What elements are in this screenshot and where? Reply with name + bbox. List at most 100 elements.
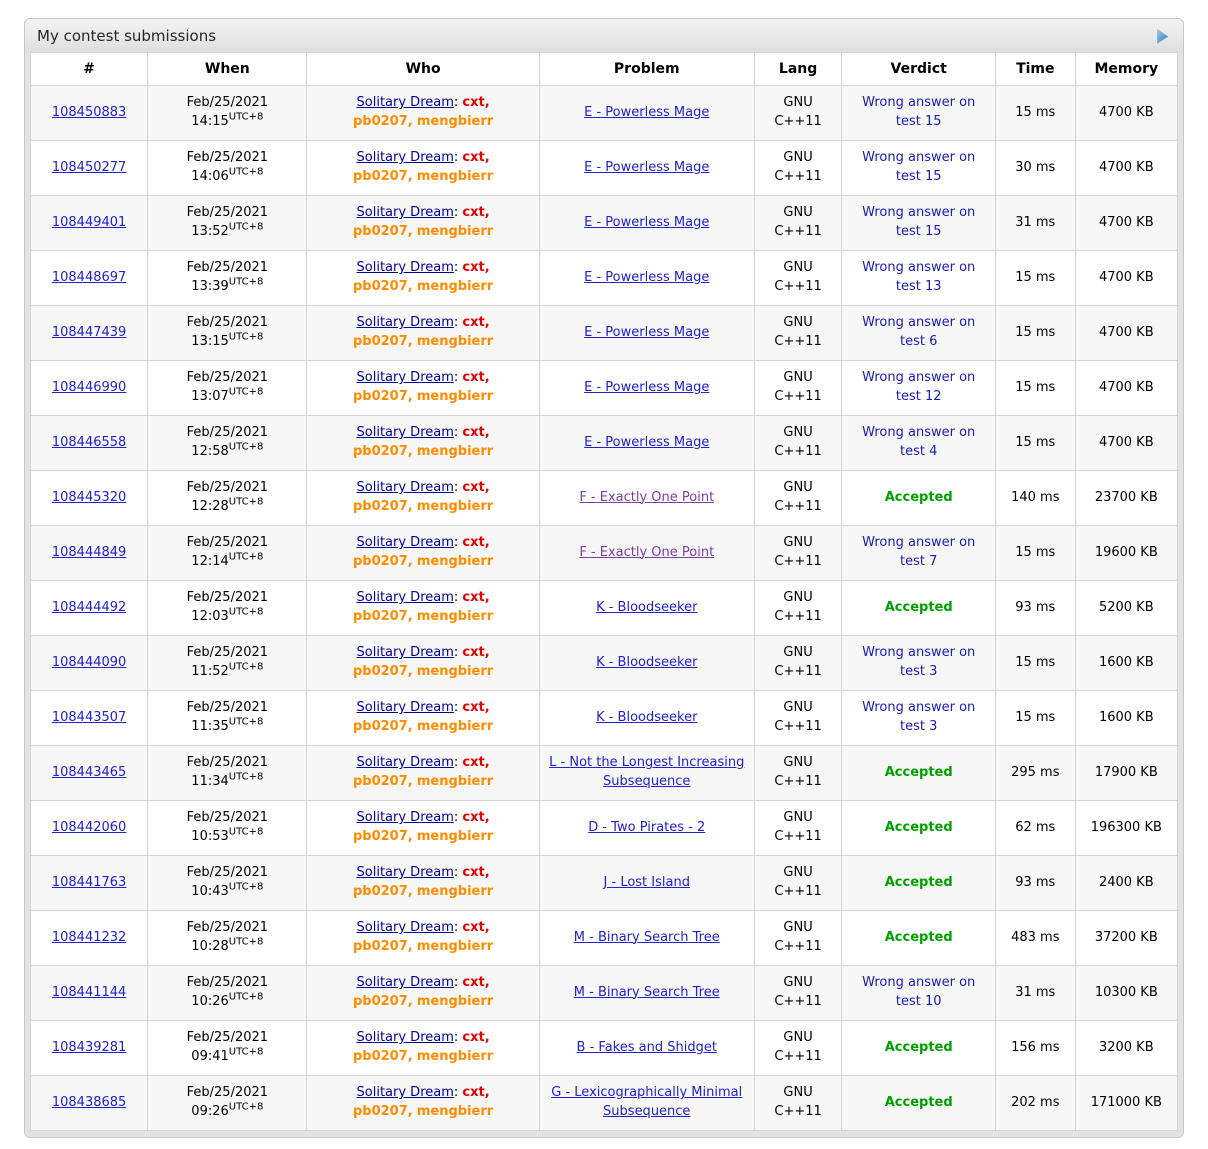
team-link[interactable]: Solitary Dream	[356, 535, 454, 551]
member-handle-link[interactable]: pb0207,	[352, 1104, 413, 1119]
member-handle-link[interactable]: cxt,	[462, 865, 490, 881]
problem-link[interactable]: E - Powerless Mage	[584, 104, 710, 120]
team-link[interactable]: Solitary Dream	[356, 590, 454, 606]
member-handle-link[interactable]: mengbierr	[416, 609, 494, 624]
member-handle-link[interactable]: mengbierr	[416, 169, 494, 184]
team-link[interactable]: Solitary Dream	[356, 920, 454, 936]
problem-link[interactable]: L - Not the Longest Increasing Subsequen…	[549, 755, 745, 789]
team-link[interactable]: Solitary Dream	[356, 370, 454, 386]
team-link[interactable]: Solitary Dream	[356, 810, 454, 826]
team-link[interactable]: Solitary Dream	[356, 645, 454, 661]
submission-id-link[interactable]: 108442060	[51, 819, 127, 835]
member-handle-link[interactable]: mengbierr	[416, 279, 494, 294]
submission-id-link[interactable]: 108448697	[51, 269, 127, 285]
team-link[interactable]: Solitary Dream	[356, 1085, 454, 1101]
submission-id-link[interactable]: 108446558	[51, 434, 127, 450]
problem-link[interactable]: G - Lexicographically Minimal Subsequenc…	[551, 1085, 743, 1119]
team-link[interactable]: Solitary Dream	[356, 315, 454, 331]
member-handle-link[interactable]: mengbierr	[416, 334, 494, 349]
problem-link[interactable]: M - Binary Search Tree	[573, 929, 720, 945]
problem-link[interactable]: K - Bloodseeker	[596, 654, 698, 670]
member-handle-link[interactable]: pb0207,	[352, 939, 413, 954]
member-handle-link[interactable]: pb0207,	[352, 389, 413, 404]
submission-id-link[interactable]: 108441232	[51, 929, 127, 945]
member-handle-link[interactable]: cxt,	[462, 205, 490, 221]
member-handle-link[interactable]: pb0207,	[352, 444, 413, 459]
member-handle-link[interactable]: mengbierr	[416, 774, 494, 789]
team-link[interactable]: Solitary Dream	[356, 150, 454, 166]
member-handle-link[interactable]: mengbierr	[416, 939, 494, 954]
member-handle-link[interactable]: mengbierr	[416, 224, 494, 239]
member-handle-link[interactable]: cxt,	[462, 590, 490, 606]
member-handle-link[interactable]: mengbierr	[416, 554, 494, 569]
member-handle-link[interactable]: pb0207,	[352, 994, 413, 1009]
submission-id-link[interactable]: 108443465	[51, 764, 127, 780]
member-handle-link[interactable]: cxt,	[462, 95, 490, 111]
problem-link[interactable]: E - Powerless Mage	[584, 214, 710, 230]
problem-link[interactable]: F - Exactly One Point	[579, 489, 715, 505]
member-handle-link[interactable]: mengbierr	[416, 719, 494, 734]
member-handle-link[interactable]: pb0207,	[352, 609, 413, 624]
member-handle-link[interactable]: mengbierr	[416, 444, 494, 459]
member-handle-link[interactable]: cxt,	[462, 150, 490, 166]
member-handle-link[interactable]: pb0207,	[352, 334, 413, 349]
member-handle-link[interactable]: mengbierr	[416, 829, 494, 844]
member-handle-link[interactable]: pb0207,	[352, 499, 413, 514]
team-link[interactable]: Solitary Dream	[356, 425, 454, 441]
submission-id-link[interactable]: 108438685	[51, 1094, 127, 1110]
submission-id-link[interactable]: 108444849	[51, 544, 127, 560]
problem-link[interactable]: D - Two Pirates - 2	[588, 819, 706, 835]
member-handle-link[interactable]: pb0207,	[352, 664, 413, 679]
member-handle-link[interactable]: pb0207,	[352, 829, 413, 844]
problem-link[interactable]: K - Bloodseeker	[596, 599, 698, 615]
member-handle-link[interactable]: cxt,	[462, 810, 490, 826]
member-handle-link[interactable]: pb0207,	[352, 169, 413, 184]
member-handle-link[interactable]: mengbierr	[416, 1104, 494, 1119]
submission-id-link[interactable]: 108441144	[51, 984, 127, 1000]
problem-link[interactable]: K - Bloodseeker	[596, 709, 698, 725]
member-handle-link[interactable]: cxt,	[462, 425, 490, 441]
problem-link[interactable]: E - Powerless Mage	[584, 159, 710, 175]
member-handle-link[interactable]: cxt,	[462, 1030, 490, 1046]
submission-id-link[interactable]: 108446990	[51, 379, 127, 395]
member-handle-link[interactable]: cxt,	[462, 480, 490, 496]
problem-link[interactable]: J - Lost Island	[603, 874, 690, 890]
team-link[interactable]: Solitary Dream	[356, 480, 454, 496]
submission-id-link[interactable]: 108441763	[51, 874, 127, 890]
collapse-toggle[interactable]	[1155, 28, 1170, 45]
submission-id-link[interactable]: 108444090	[51, 654, 127, 670]
member-handle-link[interactable]: pb0207,	[352, 774, 413, 789]
member-handle-link[interactable]: mengbierr	[416, 114, 494, 129]
problem-link[interactable]: F - Exactly One Point	[579, 544, 715, 560]
member-handle-link[interactable]: pb0207,	[352, 884, 413, 899]
member-handle-link[interactable]: mengbierr	[416, 1049, 494, 1064]
member-handle-link[interactable]: pb0207,	[352, 114, 413, 129]
member-handle-link[interactable]: pb0207,	[352, 1049, 413, 1064]
member-handle-link[interactable]: mengbierr	[416, 884, 494, 899]
team-link[interactable]: Solitary Dream	[356, 755, 454, 771]
problem-link[interactable]: E - Powerless Mage	[584, 324, 710, 340]
team-link[interactable]: Solitary Dream	[356, 205, 454, 221]
submission-id-link[interactable]: 108449401	[51, 214, 127, 230]
member-handle-link[interactable]: cxt,	[462, 755, 490, 771]
member-handle-link[interactable]: pb0207,	[352, 224, 413, 239]
problem-link[interactable]: M - Binary Search Tree	[573, 984, 720, 1000]
team-link[interactable]: Solitary Dream	[356, 700, 454, 716]
problem-link[interactable]: E - Powerless Mage	[584, 434, 710, 450]
team-link[interactable]: Solitary Dream	[356, 865, 454, 881]
member-handle-link[interactable]: cxt,	[462, 700, 490, 716]
member-handle-link[interactable]: cxt,	[462, 920, 490, 936]
submission-id-link[interactable]: 108443507	[51, 709, 127, 725]
submission-id-link[interactable]: 108450277	[51, 159, 127, 175]
team-link[interactable]: Solitary Dream	[356, 1030, 454, 1046]
member-handle-link[interactable]: mengbierr	[416, 499, 494, 514]
member-handle-link[interactable]: cxt,	[462, 315, 490, 331]
submission-id-link[interactable]: 108450883	[51, 104, 127, 120]
member-handle-link[interactable]: mengbierr	[416, 664, 494, 679]
member-handle-link[interactable]: cxt,	[462, 975, 490, 991]
member-handle-link[interactable]: cxt,	[462, 535, 490, 551]
team-link[interactable]: Solitary Dream	[356, 95, 454, 111]
member-handle-link[interactable]: pb0207,	[352, 279, 413, 294]
member-handle-link[interactable]: pb0207,	[352, 554, 413, 569]
member-handle-link[interactable]: cxt,	[462, 260, 490, 276]
